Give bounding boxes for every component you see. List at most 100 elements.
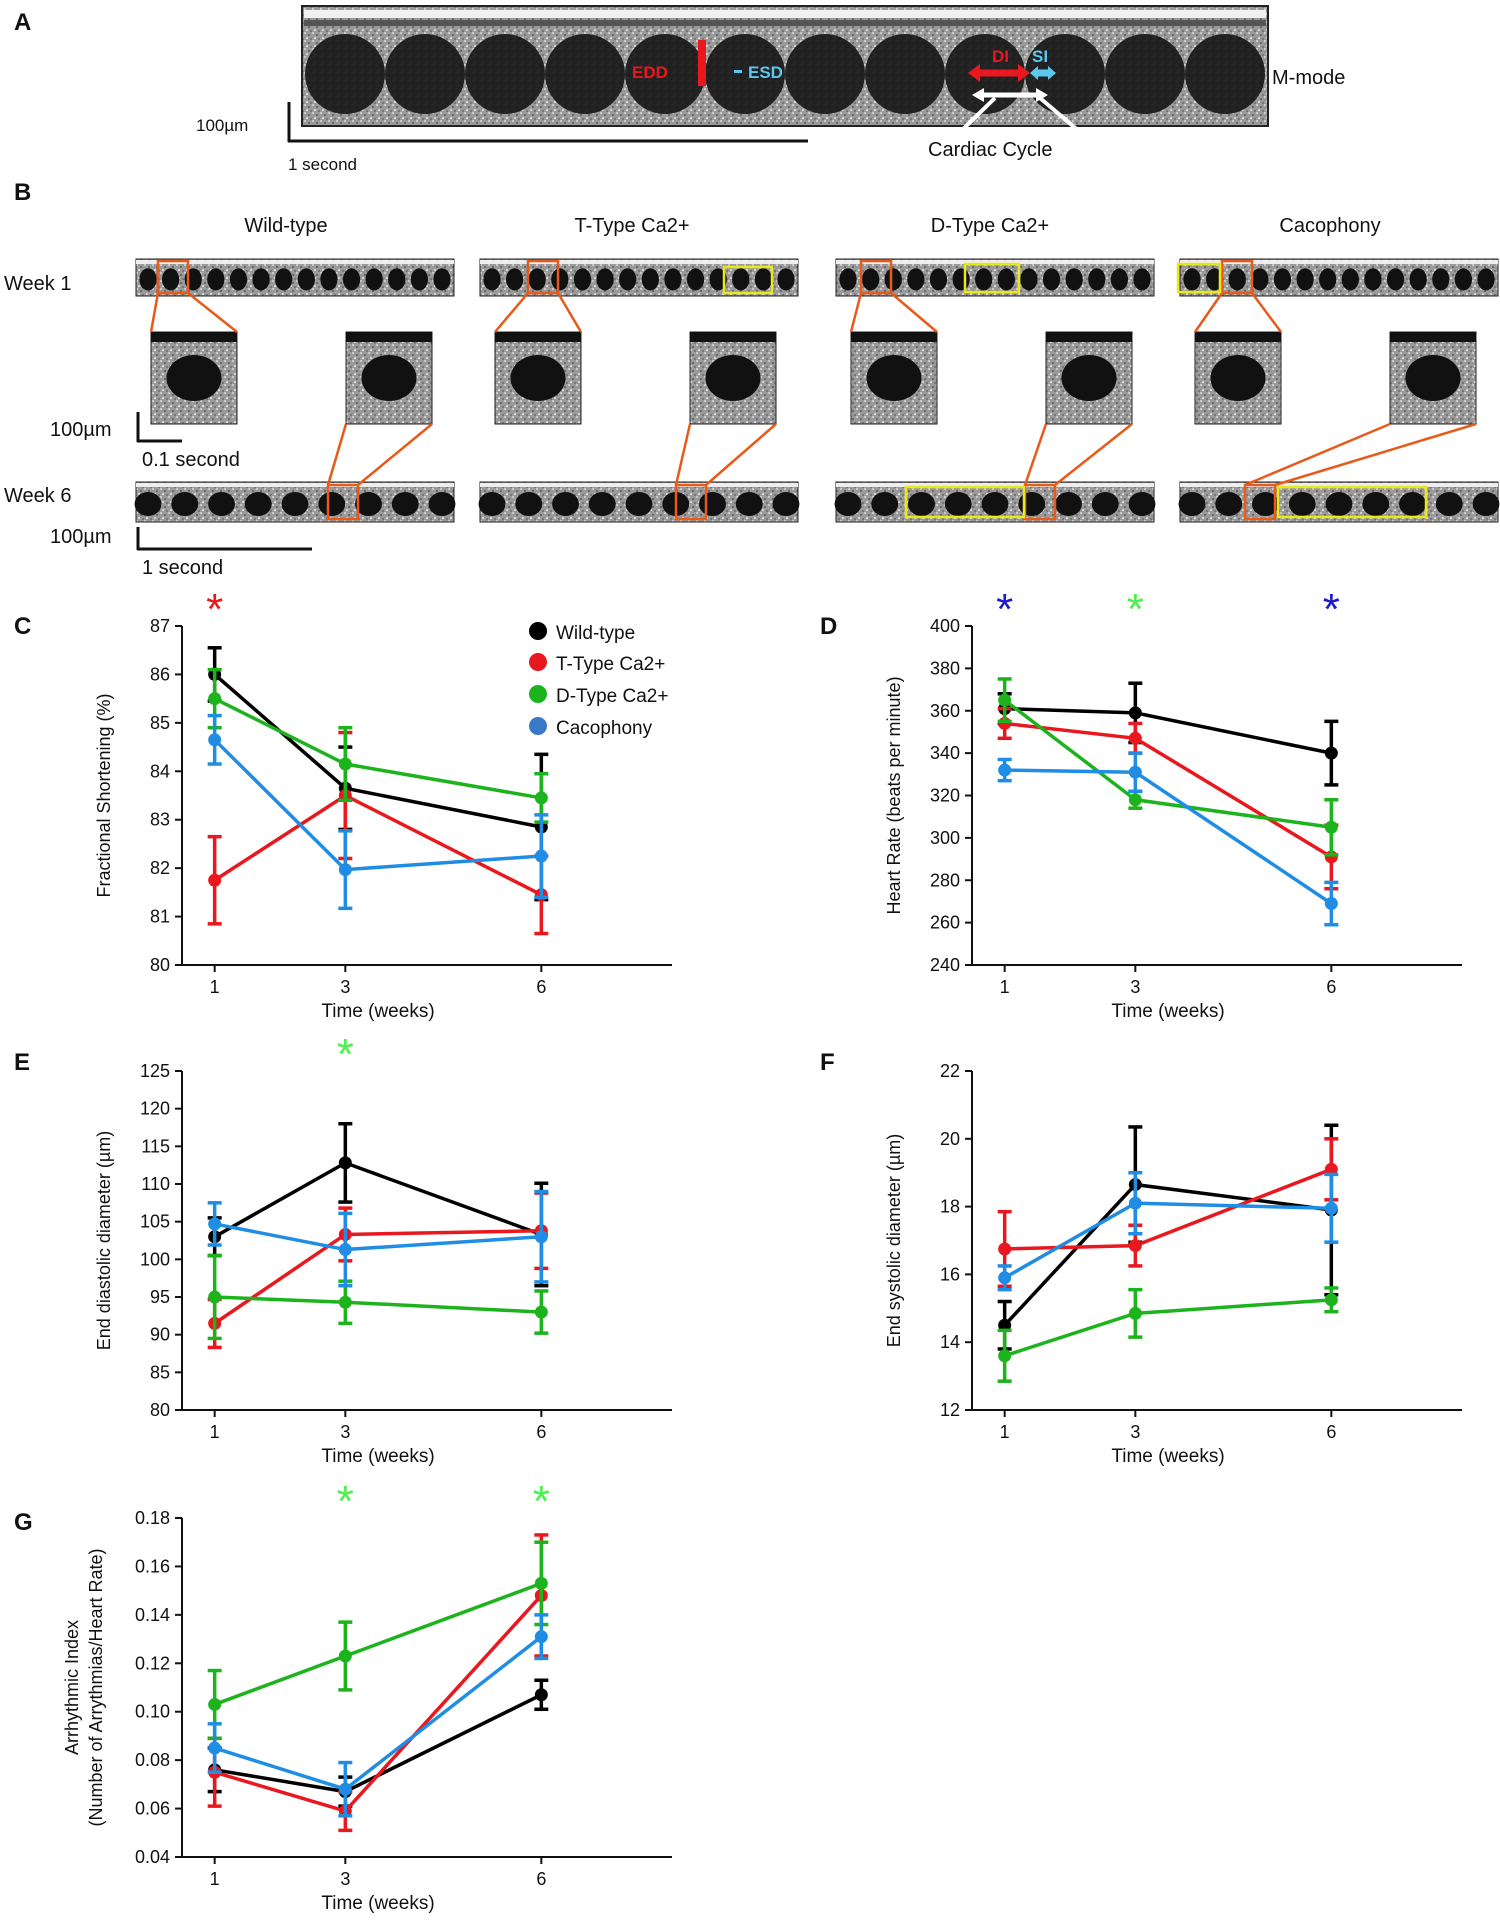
strip-chamber [975, 268, 993, 291]
strip-chamber [1042, 268, 1061, 291]
significance-star: * [1323, 585, 1340, 634]
strip-chamber [861, 268, 880, 291]
strip-chamber [161, 268, 180, 291]
x-tick-label: 6 [536, 1869, 546, 1889]
strip-chamber [1435, 492, 1463, 516]
strip-chamber [1472, 492, 1500, 516]
zoom-week1-0 [150, 331, 238, 425]
strip-chamber [252, 268, 270, 291]
y-tick-label: 115 [141, 1136, 170, 1156]
strip-chamber [229, 268, 248, 291]
zoom-week6-1 [689, 331, 777, 425]
strip-chamber [1018, 492, 1046, 516]
y-tick-label: 86 [150, 664, 170, 684]
y-tick-label: 120 [140, 1099, 170, 1119]
strip-chamber [997, 268, 1015, 291]
highlight-box [722, 265, 774, 295]
x-tick-label: 1 [210, 1869, 220, 1889]
data-point [534, 1230, 548, 1244]
data-point [534, 1576, 548, 1590]
x-tick-label: 6 [536, 1422, 546, 1442]
legend-dot-cacophony [529, 717, 547, 735]
y-axis-label: Arrhythmic Index [62, 1620, 82, 1755]
panel-letter-d: D [820, 613, 837, 640]
data-point [998, 1349, 1012, 1363]
strip-chamber [596, 268, 614, 291]
series-d-type-ca2- [207, 667, 549, 824]
series-line [214, 1635, 543, 1792]
di-label: DI [992, 47, 1009, 66]
legend-wildtype: Wild-type [556, 623, 635, 644]
si-arrow [1030, 66, 1056, 80]
strip-chamber [1341, 268, 1359, 291]
chart-e: E 80 85 90 95 100 105 110 115 120 125 1 3 6 Time (week… [14, 1030, 672, 1467]
strip-chamber [551, 268, 569, 291]
legend-ttype: T-Type Ca2+ [556, 654, 665, 675]
strip-chamber [732, 268, 750, 291]
y-axis-label: End diastolic diameter (µm) [94, 1131, 114, 1350]
y-tick-label: 80 [150, 1400, 170, 1420]
x-tick-label: 1 [1000, 1422, 1010, 1442]
strip-chamber [433, 268, 451, 291]
strip-week1-0 [135, 258, 455, 297]
data-point [208, 1217, 222, 1231]
series-d-type-ca2- [207, 1253, 549, 1341]
y-tick-label: 22 [940, 1061, 960, 1081]
y-tick-label: 18 [940, 1197, 960, 1217]
strip-chamber [281, 492, 309, 516]
x-tick-label: 1 [1000, 977, 1010, 997]
y-tick-label: 85 [150, 1362, 170, 1382]
strip-chamber [1252, 492, 1279, 516]
selection-box-week1 [526, 259, 560, 295]
x-tick-label: 3 [340, 1869, 350, 1889]
strip-chamber [1273, 268, 1292, 291]
strip-chamber [664, 268, 682, 291]
series-d-type-ca2- [207, 1540, 549, 1741]
strip-chamber [320, 268, 338, 291]
series-line [214, 1222, 542, 1252]
zoom-week1-2 [850, 331, 938, 425]
strip-chamber [944, 492, 972, 516]
mmode-chamber [705, 34, 785, 114]
scale-time-b: 1 second [142, 557, 223, 579]
strip-chamber [134, 492, 162, 516]
data-point [1128, 706, 1142, 720]
series-wild-type [207, 1678, 549, 1808]
data-point [208, 692, 222, 706]
strip-chamber [410, 268, 429, 291]
strip-chamber [588, 492, 616, 516]
strip-chamber [171, 492, 199, 516]
strip-chamber [1288, 492, 1316, 516]
mmode-chamber [545, 34, 625, 114]
y-tick-label: 85 [150, 713, 170, 733]
significance-star: * [1127, 585, 1144, 634]
data-point [998, 1271, 1012, 1285]
series-wild-type [207, 646, 549, 902]
x-tick-label: 3 [1130, 977, 1140, 997]
strip-chamber [1251, 268, 1269, 291]
data-point [338, 1295, 352, 1309]
strip-chamber [884, 268, 902, 291]
y-tick-label: 0.08 [135, 1750, 170, 1770]
series-line [214, 1581, 542, 1707]
strip-chamber [318, 492, 346, 516]
panel-letter-a: A [14, 9, 31, 36]
data-point [1324, 897, 1338, 911]
strip-week1-1 [479, 258, 799, 297]
strip-chamber [1454, 268, 1473, 291]
data-point [1324, 746, 1338, 760]
series-line [213, 793, 543, 897]
cycle-arrow [958, 88, 1082, 134]
y-tick-label: 81 [150, 907, 170, 927]
strip-chamber [1055, 492, 1082, 516]
strip-chamber [391, 492, 419, 516]
y-tick-label: 320 [930, 786, 960, 806]
y-tick-label: 280 [930, 870, 960, 890]
significance-star: * [337, 1477, 354, 1526]
y-tick-label: 340 [930, 743, 960, 763]
strip-chamber [515, 492, 543, 516]
series-t-type-ca2- [207, 730, 549, 936]
y-tick-label: 95 [150, 1287, 170, 1307]
strip-chamber [772, 492, 800, 516]
